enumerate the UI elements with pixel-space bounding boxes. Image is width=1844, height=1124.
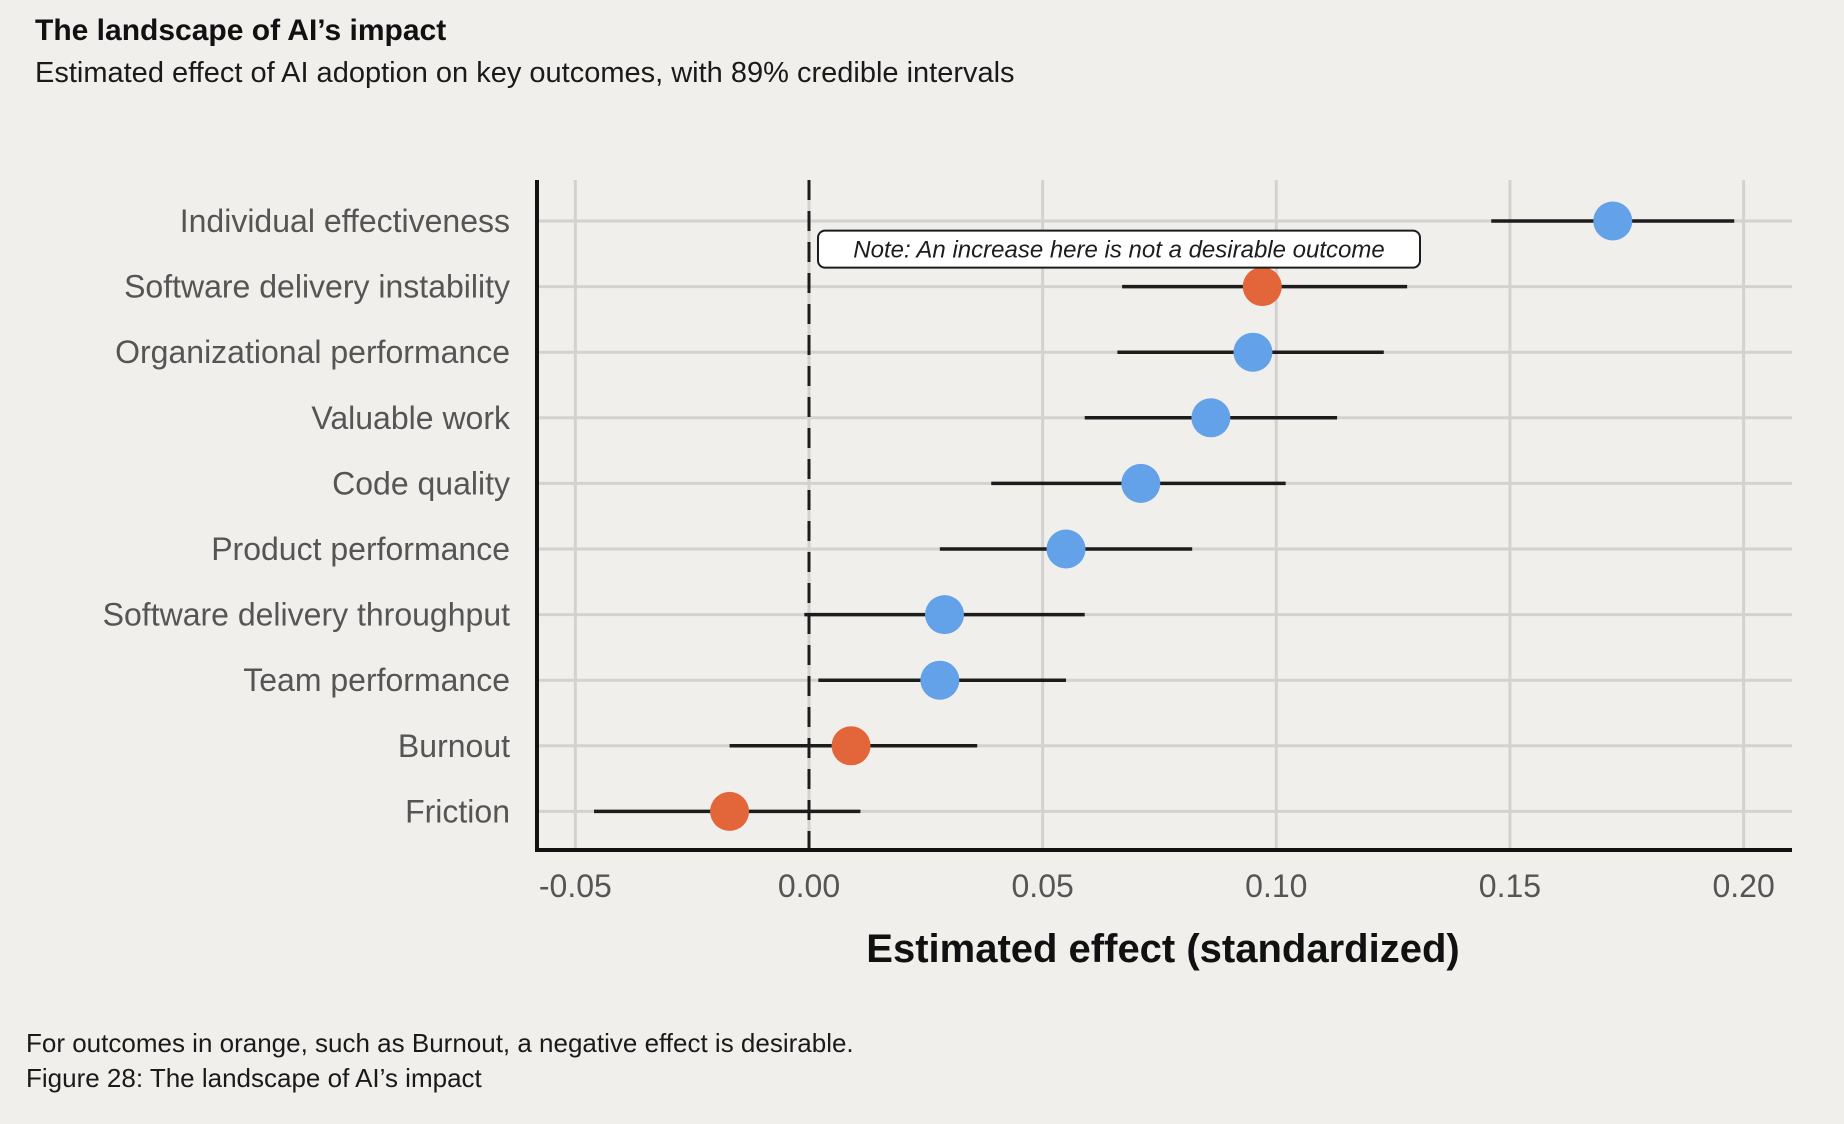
outcome-label: Valuable work (311, 400, 511, 436)
credible-intervals (594, 219, 1735, 814)
annotation-box (817, 229, 1421, 269)
x-tick-label: 0.05 (1012, 868, 1074, 904)
chart-title: The landscape of AI’s impact (35, 14, 447, 47)
x-axis-label: Estimated effect (standardized) (866, 927, 1459, 971)
outcome-label: Burnout (398, 728, 510, 764)
x-tick-label: -0.05 (539, 868, 612, 904)
x-tick-label: 0.15 (1479, 868, 1541, 904)
outcome-label: Software delivery throughput (103, 597, 510, 633)
estimate-point (831, 726, 871, 766)
estimate-points (710, 201, 1633, 831)
outcome-label: Product performance (211, 531, 510, 567)
outcome-labels: Individual effectiveness Software deliver… (103, 203, 511, 829)
grid-lines (537, 180, 1792, 850)
x-tick-label: 0.10 (1245, 868, 1307, 904)
forest-plot: Individual effectiveness Software deliver… (103, 180, 1792, 971)
outcome-label: Friction (405, 793, 510, 829)
outcome-label: Code quality (332, 465, 510, 501)
estimate-point (1233, 332, 1273, 372)
outcome-label: Individual effectiveness (180, 203, 510, 239)
annotation-text: Note: An increase here is not a desirabl… (853, 237, 1384, 264)
estimate-point (925, 595, 965, 635)
axes (535, 180, 1792, 852)
estimate-point (710, 791, 750, 831)
outcome-label: Team performance (243, 662, 510, 698)
annotation: Note: An increase here is not a desirabl… (817, 229, 1421, 269)
estimate-point (1242, 267, 1282, 307)
estimate-point (1593, 201, 1633, 241)
estimate-point (1046, 529, 1086, 569)
outcome-label: Software delivery instability (124, 269, 510, 305)
footnote: For outcomes in orange, such as Burnout,… (26, 1028, 854, 1058)
outcome-label: Organizational performance (115, 334, 510, 370)
x-tick-label: 0.20 (1712, 868, 1774, 904)
estimate-point (920, 660, 960, 700)
x-tick-label: 0.00 (778, 868, 840, 904)
figure-caption: Figure 28: The landscape of AI’s impact (26, 1063, 482, 1093)
estimate-point (1191, 398, 1231, 438)
chart-subtitle: Estimated effect of AI adoption on key o… (35, 57, 1015, 89)
estimate-point (1121, 463, 1161, 503)
x-tick-labels: -0.05 0.00 0.05 0.10 0.15 0.20 (539, 868, 1775, 904)
